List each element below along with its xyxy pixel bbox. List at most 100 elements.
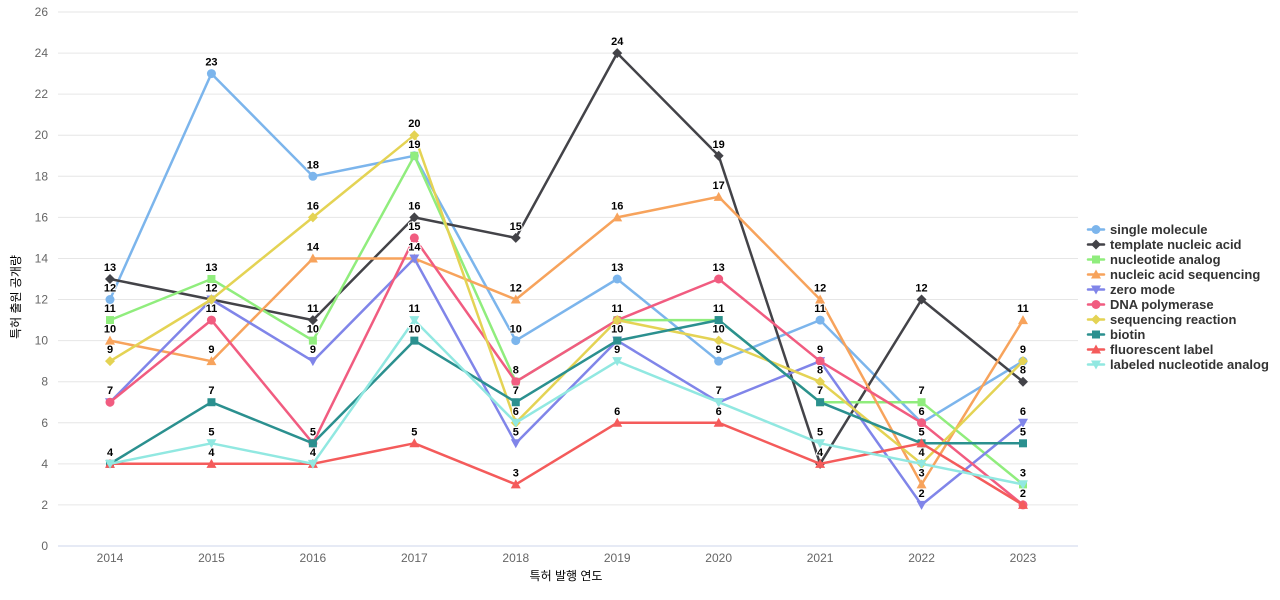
marker-single-molecule-2018[interactable] (511, 336, 521, 346)
marker-fluorescent-label-2018[interactable] (510, 479, 521, 489)
marker-dna-polymerase-2017[interactable] (409, 233, 419, 243)
legend-item-dna-polymerase[interactable]: DNA polymerase (1086, 297, 1214, 312)
marker-zero-mode-2018[interactable] (510, 439, 521, 449)
marker-dna-polymerase-2022[interactable] (917, 418, 927, 428)
data-label-nucleic-acid-sequencing-2023: 11 (1017, 303, 1029, 315)
legend-marker-zero-mode-icon (1086, 285, 1106, 295)
marker-labeled-nucleotide-analog-2022[interactable] (916, 459, 927, 469)
legend-item-biotin[interactable]: biotin (1086, 327, 1145, 342)
marker-dna-polymerase-2021[interactable] (815, 356, 825, 366)
legend-item-sequencing-reaction[interactable]: sequencing reaction (1086, 312, 1236, 327)
marker-nucleotide-analog-2017[interactable] (410, 151, 419, 160)
marker-single-molecule-2015[interactable] (206, 69, 216, 79)
marker-sequencing-reaction-2020[interactable] (713, 335, 724, 346)
y-tick-label: 16 (35, 210, 49, 224)
marker-labeled-nucleotide-analog-2020[interactable] (713, 398, 724, 408)
legend-item-zero-mode[interactable]: zero mode (1086, 282, 1175, 297)
marker-dna-polymerase-2014[interactable] (105, 397, 115, 407)
marker-nucleic-acid-sequencing-2014[interactable] (105, 335, 115, 345)
legend-item-fluorescent-label[interactable]: fluorescent label (1086, 342, 1213, 357)
marker-sequencing-reaction-2016[interactable] (307, 212, 318, 223)
marker-sequencing-reaction-2017[interactable] (409, 130, 420, 141)
marker-template-nucleic-acid-2020[interactable] (713, 150, 724, 161)
marker-nucleic-acid-sequencing-2015[interactable] (206, 356, 217, 366)
marker-zero-mode-2022[interactable] (916, 500, 927, 510)
data-label-sequencing-reaction-2021: 8 (817, 365, 823, 377)
x-tick-label: 2016 (300, 551, 327, 565)
marker-biotin-2015[interactable] (207, 398, 216, 407)
marker-fluorescent-label-2023[interactable] (1017, 499, 1028, 509)
marker-fluorescent-label-2019[interactable] (612, 417, 623, 427)
marker-biotin-2023[interactable] (1018, 439, 1027, 448)
legend-item-labeled-nucleotide-analog[interactable]: labeled nucleotide analog (1086, 357, 1269, 372)
marker-template-nucleic-acid-2022[interactable] (916, 294, 927, 305)
marker-biotin-2020[interactable] (714, 316, 723, 325)
marker-template-nucleic-acid-2017[interactable] (409, 212, 420, 223)
data-label-dna-polymerase-2021: 9 (817, 344, 823, 356)
data-label-nucleic-acid-sequencing-2016: 14 (307, 241, 320, 253)
data-label-nucleotide-analog-2018: 8 (513, 365, 519, 377)
marker-biotin-2016[interactable] (308, 439, 317, 448)
legend-item-nucleotide-analog[interactable]: nucleotide analog (1086, 252, 1221, 267)
marker-labeled-nucleotide-analog-2023[interactable] (1017, 480, 1028, 490)
marker-template-nucleic-acid-2019[interactable] (612, 48, 623, 59)
marker-nucleic-acid-sequencing-2021[interactable] (815, 294, 826, 304)
marker-sequencing-reaction-2019[interactable] (612, 315, 623, 326)
marker-biotin-2019[interactable] (613, 336, 622, 345)
data-label-dna-polymerase-2019: 11 (611, 303, 623, 315)
marker-zero-mode-2023[interactable] (1017, 418, 1028, 428)
marker-labeled-nucleotide-analog-2018[interactable] (510, 418, 521, 428)
marker-template-nucleic-acid-2018[interactable] (510, 232, 521, 243)
marker-template-nucleic-acid-2016[interactable] (307, 315, 318, 326)
data-label-single-molecule-2021: 11 (814, 303, 826, 315)
marker-biotin-2017[interactable] (410, 336, 419, 345)
marker-single-molecule-2016[interactable] (308, 171, 318, 181)
marker-nucleotide-analog-2015[interactable] (207, 275, 216, 283)
marker-fluorescent-label-2020[interactable] (713, 417, 724, 427)
marker-nucleotide-analog-2022[interactable] (917, 398, 926, 407)
marker-fluorescent-label-2017[interactable] (409, 438, 420, 448)
marker-zero-mode-2017[interactable] (409, 254, 420, 264)
marker-nucleotide-analog-2016[interactable] (308, 336, 317, 345)
marker-labeled-nucleotide-analog-2019[interactable] (612, 357, 623, 367)
marker-dna-polymerase-2018[interactable] (511, 377, 521, 387)
data-label-template-nucleic-acid-2021: 4 (817, 447, 824, 459)
marker-single-molecule-2021[interactable] (815, 315, 825, 325)
legend-item-nucleic-acid-sequencing[interactable]: nucleic acid sequencing (1086, 267, 1260, 282)
marker-labeled-nucleotide-analog-2016[interactable] (307, 459, 318, 469)
marker-sequencing-reaction-2015[interactable] (206, 294, 217, 305)
marker-sequencing-reaction-2014[interactable] (105, 356, 115, 367)
marker-labeled-nucleotide-analog-2014[interactable] (105, 459, 115, 469)
marker-nucleic-acid-sequencing-2018[interactable] (510, 294, 521, 304)
data-label-nucleotide-analog-2015: 13 (205, 262, 217, 274)
marker-dna-polymerase-2020[interactable] (714, 274, 724, 284)
marker-labeled-nucleotide-analog-2015[interactable] (206, 439, 217, 449)
marker-nucleic-acid-sequencing-2023[interactable] (1017, 315, 1028, 325)
marker-single-molecule-2019[interactable] (612, 274, 622, 284)
marker-sequencing-reaction-2021[interactable] (815, 376, 826, 387)
data-label-dna-polymerase-2020: 13 (713, 262, 725, 274)
marker-labeled-nucleotide-analog-2021[interactable] (815, 439, 826, 449)
marker-fluorescent-label-2015[interactable] (206, 458, 217, 468)
legend-item-single-molecule[interactable]: single molecule (1086, 222, 1208, 237)
marker-biotin-2021[interactable] (816, 398, 825, 407)
marker-fluorescent-label-2021[interactable] (815, 458, 826, 468)
marker-fluorescent-label-2022[interactable] (916, 438, 927, 448)
data-label-nucleotide-analog-2014: 11 (104, 303, 116, 315)
marker-biotin-2018[interactable] (511, 398, 520, 407)
marker-nucleic-acid-sequencing-2016[interactable] (307, 253, 318, 263)
marker-nucleic-acid-sequencing-2020[interactable] (713, 191, 724, 201)
marker-zero-mode-2016[interactable] (307, 357, 318, 367)
data-label-nucleic-acid-sequencing-2015: 9 (208, 344, 214, 356)
marker-nucleic-acid-sequencing-2019[interactable] (612, 212, 623, 222)
marker-dna-polymerase-2015[interactable] (206, 315, 216, 325)
legend-item-template-nucleic-acid[interactable]: template nucleic acid (1086, 237, 1242, 252)
marker-nucleotide-analog-2014[interactable] (106, 316, 114, 325)
marker-single-molecule-2020[interactable] (714, 356, 724, 366)
marker-nucleic-acid-sequencing-2022[interactable] (916, 479, 927, 489)
marker-labeled-nucleotide-analog-2017[interactable] (409, 316, 420, 326)
marker-sequencing-reaction-2023[interactable] (1017, 356, 1028, 367)
marker-template-nucleic-acid-2023[interactable] (1017, 376, 1028, 387)
marker-single-molecule-2014[interactable] (105, 295, 115, 305)
marker-template-nucleic-acid-2014[interactable] (105, 274, 115, 284)
